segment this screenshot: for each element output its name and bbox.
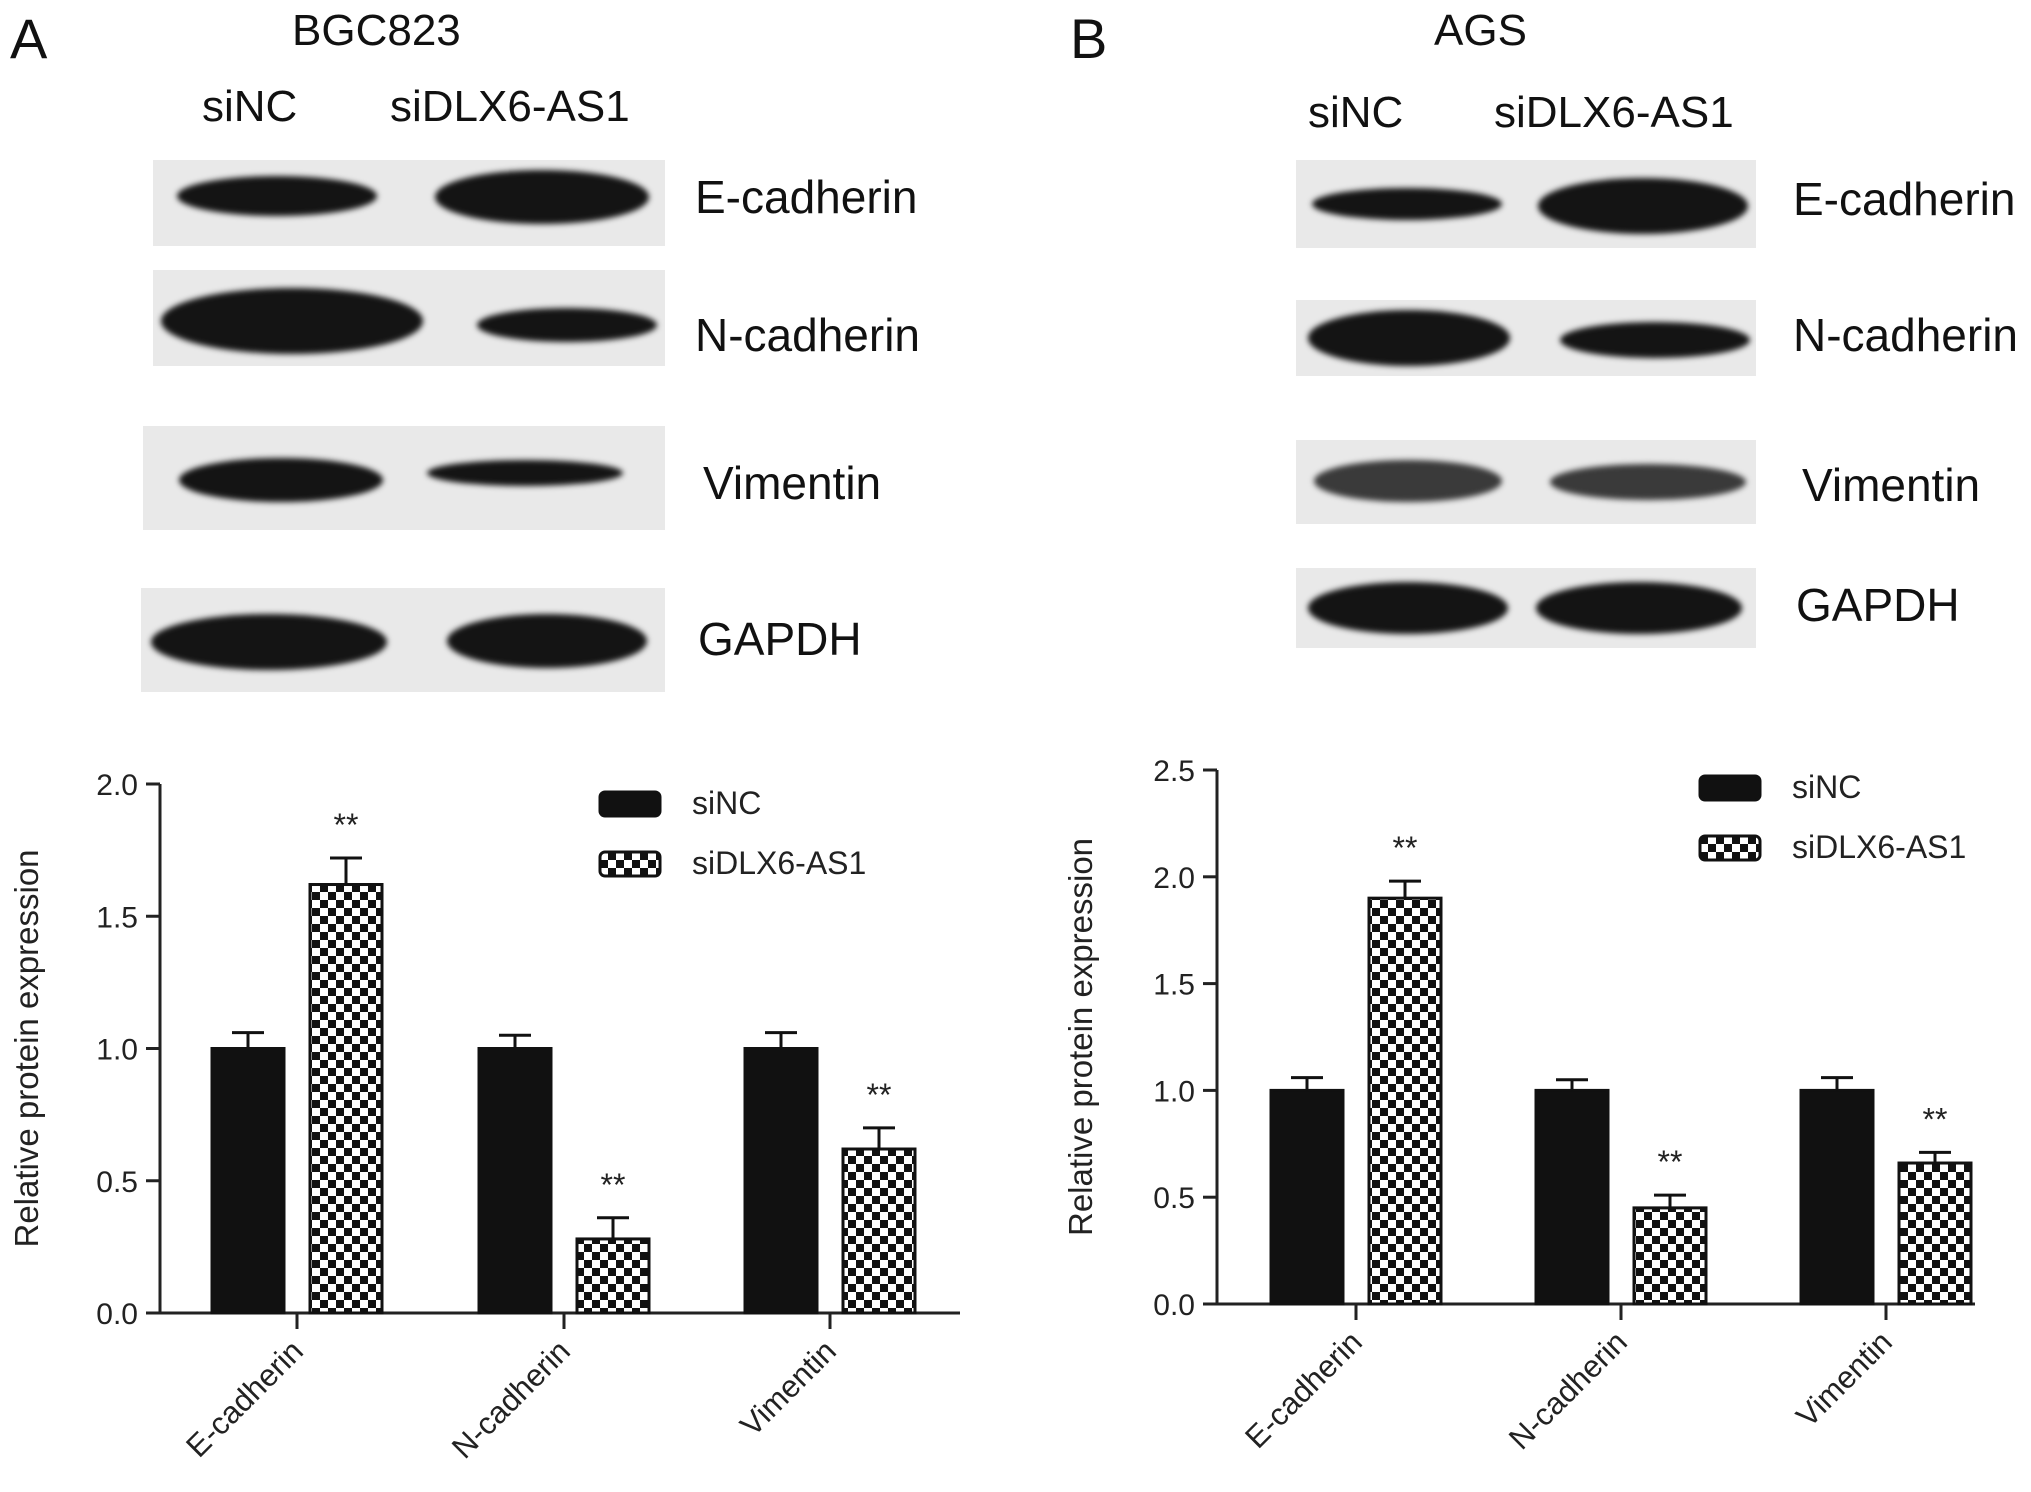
lane-label-sidlx6: siDLX6-AS1 bbox=[390, 82, 630, 131]
bar-chart-bgc823: 0.0 0.5 1.0 1.5 2.0 Relative protein expressi… bbox=[8, 769, 960, 1465]
y-tick-label: 1.0 bbox=[96, 1034, 138, 1067]
x-tick-label: E-cadherin bbox=[179, 1333, 310, 1464]
x-tick-label: E-cadherin bbox=[1238, 1324, 1369, 1455]
y-tick-label: 0.5 bbox=[96, 1166, 138, 1199]
bar bbox=[1269, 1088, 1345, 1306]
legend-label: siDLX6-AS1 bbox=[1792, 829, 1966, 865]
protein-label: N-cadherin bbox=[1793, 309, 2018, 361]
panel-label: A bbox=[10, 7, 48, 70]
lane-label-sidlx6: siDLX6-AS1 bbox=[1494, 88, 1734, 137]
blot-band bbox=[1536, 582, 1742, 634]
significance-label: ** bbox=[1658, 1144, 1683, 1180]
western-blot-e-cadherin bbox=[1296, 160, 1756, 248]
protein-label: Vimentin bbox=[703, 457, 882, 509]
bar-chart-ags: 0.0 0.5 1.0 1.5 2.0 2.5 Relative protein expre… bbox=[1062, 755, 1975, 1456]
y-axis-label: Relative protein expression bbox=[8, 849, 45, 1247]
western-blot-gapdh bbox=[141, 588, 665, 692]
bar bbox=[841, 1147, 917, 1315]
significance-label: ** bbox=[1923, 1101, 1948, 1137]
y-tick-label: 1.5 bbox=[96, 901, 138, 934]
protein-label: Vimentin bbox=[1802, 459, 1981, 511]
legend-label: siNC bbox=[692, 785, 761, 821]
bar bbox=[1534, 1088, 1610, 1306]
western-blot-n-cadherin bbox=[1296, 300, 1756, 376]
blot-band bbox=[1312, 188, 1502, 220]
panel-a: A BGC823 siNC siDLX6-AS1 E-cadherin N-ca… bbox=[0, 0, 1015, 1492]
legend-label: siDLX6-AS1 bbox=[692, 845, 866, 881]
cell-line-title: BGC823 bbox=[292, 6, 461, 55]
y-tick-label: 1.0 bbox=[1153, 1075, 1195, 1108]
x-tick-label: Vimentin bbox=[733, 1333, 843, 1443]
legend-swatch bbox=[1698, 834, 1762, 862]
y-tick-label: 2.5 bbox=[1153, 755, 1195, 788]
x-tick-label: Vimentin bbox=[1789, 1324, 1899, 1434]
y-tick-label: 2.0 bbox=[96, 769, 138, 802]
panel-label: B bbox=[1070, 7, 1108, 70]
y-tick-label: 2.0 bbox=[1153, 862, 1195, 895]
y-tick-label: 0.0 bbox=[96, 1298, 138, 1331]
blot-band bbox=[427, 460, 623, 486]
bar bbox=[743, 1047, 819, 1315]
blot-band bbox=[447, 614, 647, 668]
western-blot-n-cadherin bbox=[153, 270, 665, 366]
bar bbox=[1367, 896, 1443, 1306]
bar bbox=[575, 1237, 651, 1315]
significance-label: ** bbox=[867, 1077, 892, 1113]
legend-swatch bbox=[598, 790, 662, 818]
blot-band bbox=[477, 308, 657, 342]
bar bbox=[210, 1047, 286, 1315]
legend-swatch bbox=[598, 850, 662, 878]
cell-line-title: AGS bbox=[1434, 6, 1527, 55]
blot-band bbox=[1308, 310, 1510, 366]
bar bbox=[1897, 1161, 1973, 1306]
bar bbox=[308, 883, 384, 1315]
y-tick-label: 0.5 bbox=[1153, 1182, 1195, 1215]
western-blot-e-cadherin bbox=[153, 160, 665, 246]
significance-label: ** bbox=[601, 1167, 626, 1203]
protein-label: GAPDH bbox=[698, 613, 862, 665]
lane-label-sinc: siNC bbox=[202, 82, 298, 131]
blot-band bbox=[1314, 460, 1502, 502]
blot-band bbox=[177, 176, 377, 216]
blot-band bbox=[1308, 582, 1508, 634]
blot-band bbox=[1538, 178, 1748, 234]
western-blot-gapdh bbox=[1296, 568, 1756, 648]
bar bbox=[1632, 1206, 1708, 1306]
blot-band bbox=[179, 458, 383, 502]
western-blot-vimentin bbox=[143, 426, 665, 530]
lane-label-sinc: siNC bbox=[1308, 88, 1404, 137]
blot-band bbox=[161, 288, 423, 354]
y-tick-label: 0.0 bbox=[1153, 1289, 1195, 1322]
bar bbox=[477, 1047, 553, 1315]
significance-label: ** bbox=[1393, 830, 1418, 866]
western-blot-vimentin bbox=[1296, 440, 1756, 524]
blot-band bbox=[1550, 464, 1746, 500]
y-tick-label: 1.5 bbox=[1153, 969, 1195, 1002]
protein-label: GAPDH bbox=[1796, 579, 1960, 631]
blot-band bbox=[151, 614, 387, 670]
protein-label: N-cadherin bbox=[695, 309, 920, 361]
x-tick-label: N-cadherin bbox=[1502, 1324, 1634, 1456]
protein-label: E-cadherin bbox=[1793, 173, 2016, 225]
blot-band bbox=[1560, 322, 1750, 358]
significance-label: ** bbox=[334, 807, 359, 843]
bar bbox=[1799, 1088, 1875, 1306]
protein-label: E-cadherin bbox=[695, 171, 918, 223]
legend-swatch bbox=[1698, 774, 1762, 802]
blot-band bbox=[435, 170, 649, 224]
y-axis-label: Relative protein expression bbox=[1062, 838, 1099, 1236]
legend-label: siNC bbox=[1792, 769, 1861, 805]
panel-b: B AGS siNC siDLX6-AS1 E-cadherin N-cadhe… bbox=[1060, 0, 2031, 1492]
x-tick-label: N-cadherin bbox=[445, 1333, 577, 1465]
